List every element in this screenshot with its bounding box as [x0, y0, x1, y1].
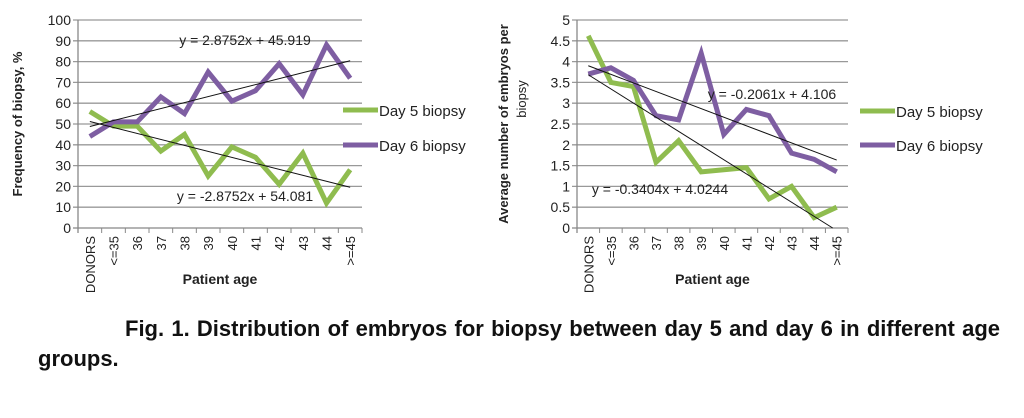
x-axis-title: Patient age [183, 271, 258, 287]
x-tick-label: 39 [694, 236, 709, 250]
y-tick-label: 20 [55, 178, 71, 194]
legend-label: Day 6 biopsy [379, 138, 466, 155]
x-tick-label: 43 [296, 236, 311, 250]
y-tick-label: 4.5 [551, 33, 571, 49]
y-tick-label: 80 [55, 54, 71, 70]
trendline-equation: y = -0.2061x + 4.106 [708, 86, 837, 102]
chart-1: 0 10 20 30 40 50 60 70 80 90 100 DONORS <=35 36 37 38 39… [10, 12, 466, 293]
series-line-day-6-biopsy [88, 40, 353, 139]
series-line-day-5-biopsy [586, 34, 838, 221]
y-tick-label: 0.5 [551, 199, 571, 215]
y-tick-label: 2 [562, 137, 570, 153]
x-tick-label: <=35 [604, 236, 619, 266]
x-tick-label: 41 [739, 236, 754, 250]
trendline-equation: y = -0.3404x + 4.0244 [592, 181, 728, 197]
legend-label: Day 6 biopsy [896, 138, 983, 155]
x-tick-label: 44 [807, 236, 822, 250]
y-tick-label: 1 [562, 178, 570, 194]
trendline-equation: y = 2.8752x + 45.919 [179, 32, 311, 48]
y-axis-title: biopsy [514, 80, 529, 118]
trendline-equation: y = -2.8752x + 54.081 [177, 188, 313, 204]
x-tick-label: 40 [225, 236, 240, 250]
x-tick-label: 41 [249, 236, 264, 250]
x-tick-label: 37 [154, 236, 169, 250]
x-tick-label: >=45 [830, 236, 845, 266]
y-tick-label: 2.5 [551, 116, 571, 132]
x-tick-label: >=45 [343, 236, 358, 266]
trendline [588, 65, 837, 161]
x-tick-label: 38 [178, 236, 193, 250]
series-line-day-5-biopsy [88, 109, 353, 208]
y-tick-label: 30 [55, 158, 71, 174]
chart-2: 0 0.5 1 1.5 2 2.5 3 3.5 4 4.5 5 DONORS <=35 36 37 38 39 4… [496, 12, 983, 293]
y-tick-label: 5 [562, 12, 570, 28]
x-tick-label: <=35 [107, 236, 122, 266]
y-tick-label: 90 [55, 33, 71, 49]
y-axis-title: Frequency of biopsy, % [10, 51, 25, 196]
figure-caption: Fig. 1. Distribution of embryos for biop… [38, 316, 1000, 371]
y-tick-label: 4 [562, 54, 570, 70]
x-tick-label: 43 [785, 236, 800, 250]
trendline [89, 60, 351, 127]
y-tick-label: 1.5 [551, 158, 571, 174]
x-tick-label: 38 [672, 236, 687, 250]
x-axis-title: Patient age [675, 271, 750, 287]
trendline [588, 74, 833, 229]
y-tick-label: 3.5 [551, 74, 571, 90]
x-tick-label: 36 [130, 236, 145, 250]
y-tick-label: 60 [55, 95, 71, 111]
trendline [89, 121, 351, 188]
y-tick-label: 100 [48, 12, 72, 28]
y-tick-label: 0 [63, 220, 71, 236]
y-axis-title: Average number of embryos per [496, 24, 511, 224]
y-tick-label: 0 [562, 220, 570, 236]
x-tick-label: 42 [762, 236, 777, 250]
x-tick-label: DONORS [581, 236, 596, 293]
y-tick-label: 70 [55, 74, 71, 90]
x-tick-label: 39 [201, 236, 216, 250]
x-tick-label: 42 [272, 236, 287, 250]
legend-label: Day 5 biopsy [896, 104, 983, 121]
legend-label: Day 5 biopsy [379, 103, 466, 120]
y-tick-label: 50 [55, 116, 71, 132]
x-tick-label: 36 [626, 236, 641, 250]
y-tick-label: 10 [55, 199, 71, 215]
x-tick-label: 40 [717, 236, 732, 250]
x-tick-label: 44 [320, 236, 335, 250]
x-tick-label: 37 [649, 236, 664, 250]
y-tick-label: 3 [562, 95, 570, 111]
x-tick-label: DONORS [83, 236, 98, 293]
series-line-day-6-biopsy [587, 44, 838, 175]
y-tick-label: 40 [55, 137, 71, 153]
